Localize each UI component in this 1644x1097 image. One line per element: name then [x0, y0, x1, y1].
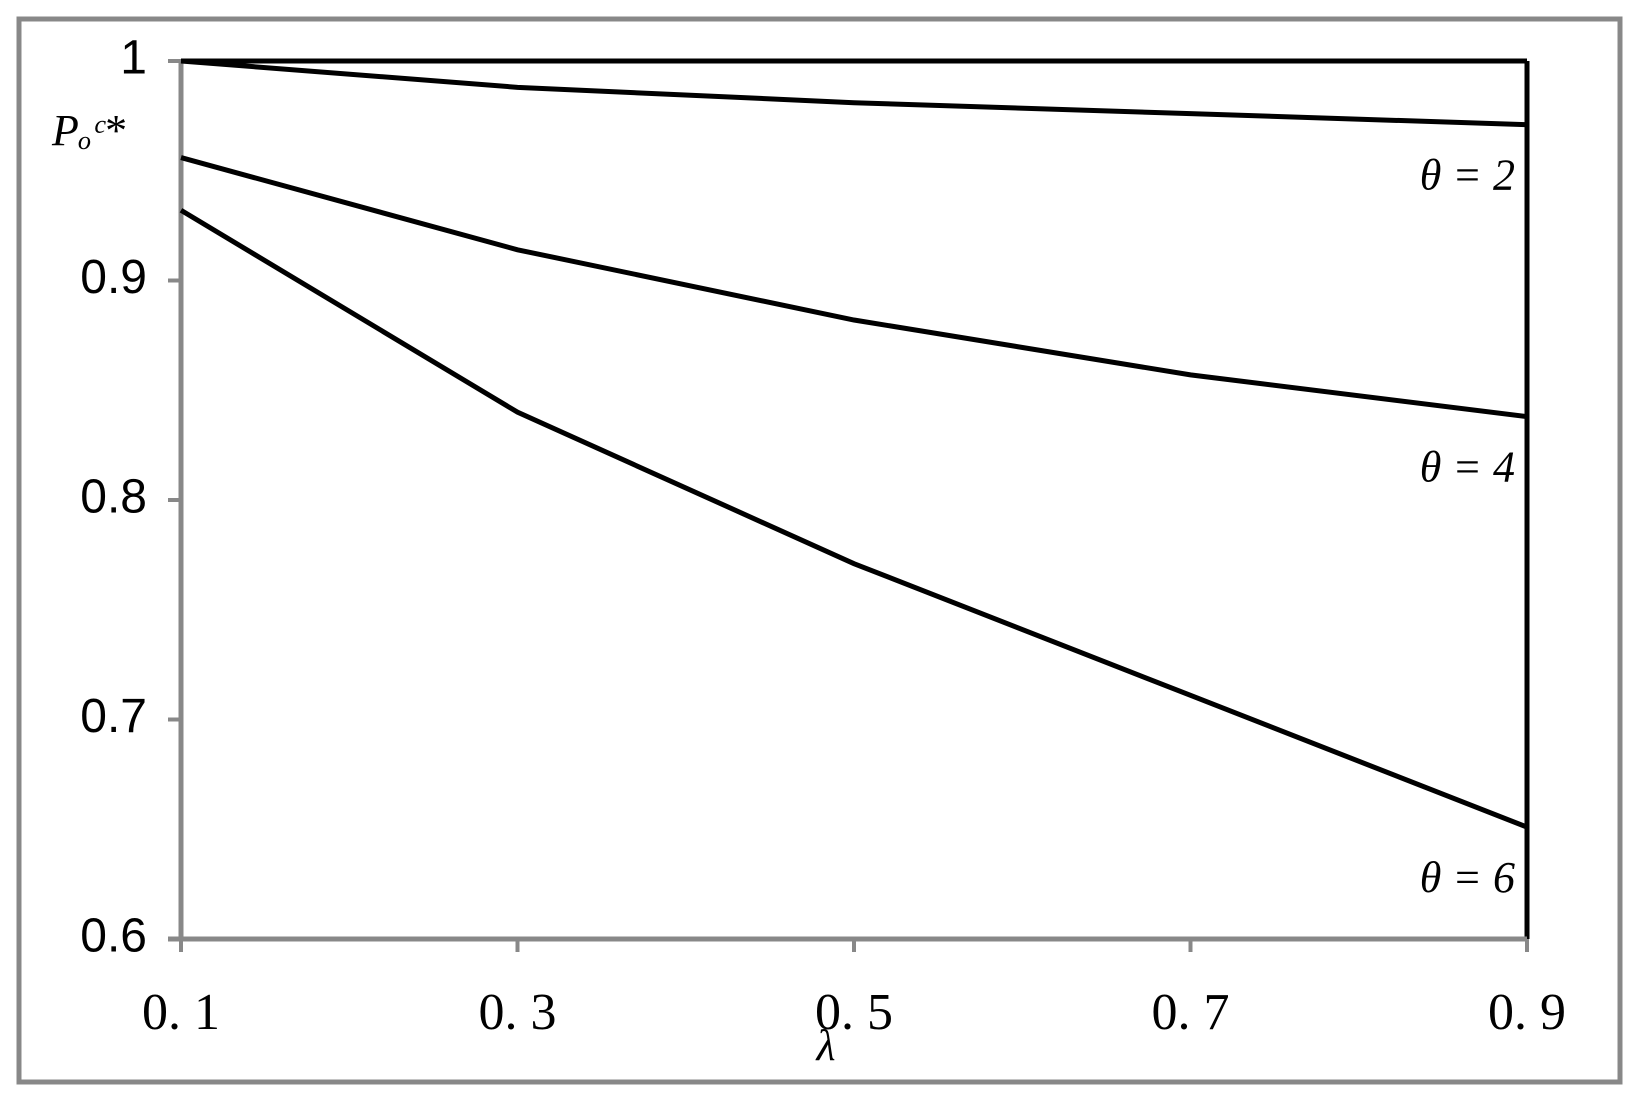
- y-tick-label: 0.9: [80, 251, 147, 304]
- x-axis-label: λ: [814, 1021, 835, 1070]
- series-line: [179, 208, 1528, 830]
- series-line: [180, 155, 1528, 420]
- x-tick-label: 0. 7: [1152, 984, 1230, 1041]
- y-tick-label: 0.8: [80, 471, 147, 524]
- series-line: [180, 58, 1528, 128]
- x-tick-label: 0. 3: [479, 984, 557, 1041]
- series-label: θ = 6: [1420, 853, 1515, 902]
- y-tick-label: 1: [120, 32, 147, 85]
- y-tick-label: 0.7: [80, 690, 147, 743]
- y-axis-label: Pₒᶜ*: [51, 106, 125, 155]
- y-tick-label: 0.6: [80, 910, 147, 963]
- x-tick-label: 0. 1: [142, 984, 220, 1041]
- x-tick-label: 0. 9: [1488, 984, 1566, 1041]
- x-tick-label: 0. 5: [815, 984, 893, 1041]
- series-label: θ = 2: [1420, 151, 1515, 200]
- series-label: θ = 4: [1420, 443, 1515, 492]
